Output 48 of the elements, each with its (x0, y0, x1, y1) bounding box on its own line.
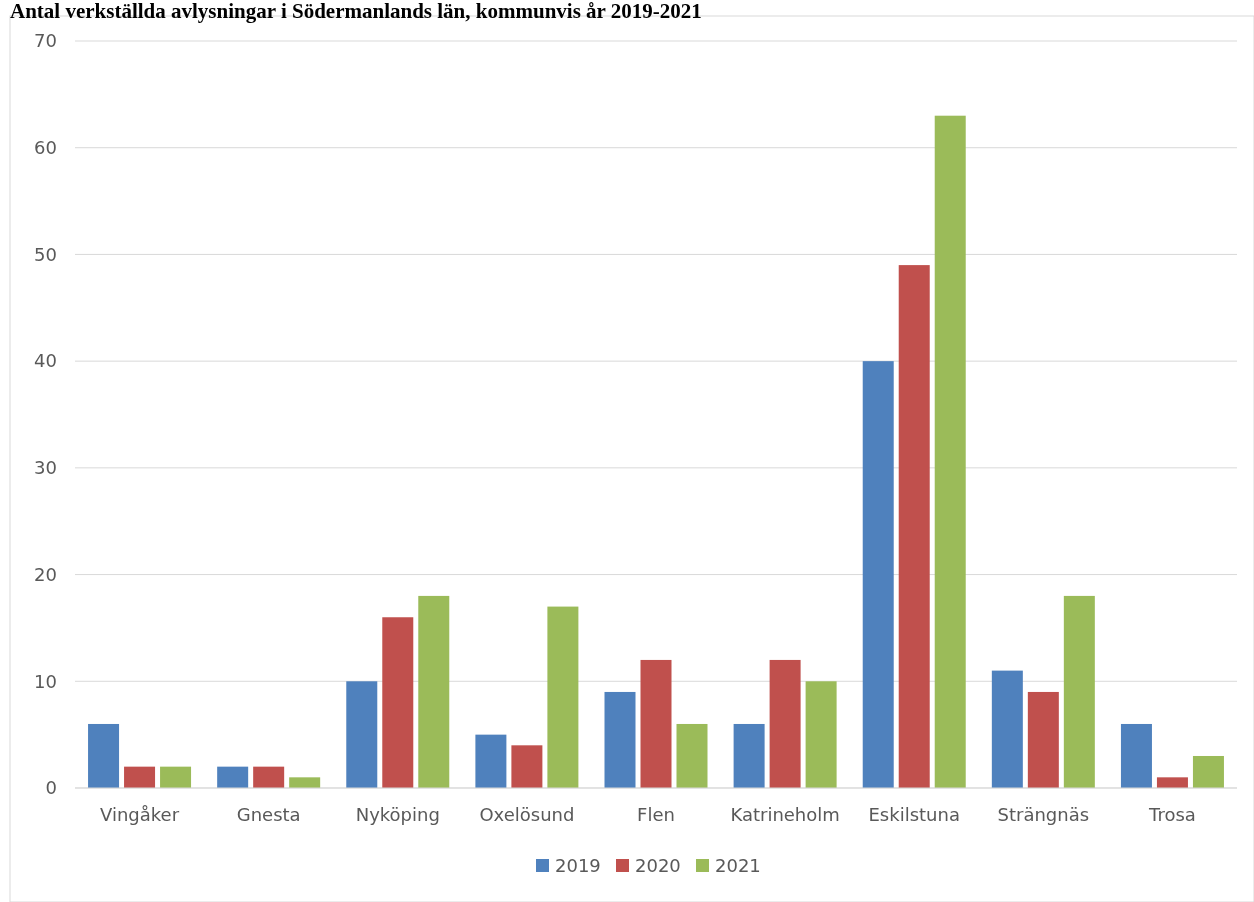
bar (547, 606, 579, 788)
bar (676, 723, 708, 788)
y-tick-label: 60 (34, 136, 57, 158)
y-tick-label: 20 (34, 563, 57, 585)
bar (991, 670, 1023, 788)
chart-title: Antal verkställda avlysningar i Södermanlands län, kommunvis år 2019-2021 (10, 0, 702, 23)
bar (217, 766, 249, 788)
x-tick-label: Gnesta (236, 803, 301, 825)
bar (862, 361, 894, 788)
bar (160, 766, 192, 788)
y-tick-label: 40 (34, 350, 57, 372)
y-tick-label: 10 (34, 670, 57, 692)
bar (1156, 777, 1188, 788)
bar (475, 734, 507, 788)
bar (1192, 755, 1224, 788)
x-tick-label: Eskilstuna (868, 803, 960, 825)
x-tick-label: Trosa (1148, 803, 1196, 825)
y-tick-label: 70 (34, 30, 57, 52)
y-tick-label: 50 (34, 243, 57, 265)
bar (1027, 691, 1059, 788)
bar (733, 723, 765, 788)
bar (898, 265, 930, 788)
y-tick-label: 30 (34, 457, 57, 479)
bar (604, 691, 636, 788)
bar (289, 777, 321, 788)
legend-label: 2021 (715, 855, 761, 876)
y-tick-label: 0 (45, 777, 57, 799)
bar (934, 115, 966, 788)
bar (346, 681, 378, 788)
x-tick-label: Strängnäs (997, 803, 1090, 825)
x-tick-label: Oxelösund (479, 803, 575, 825)
bar (1120, 723, 1152, 788)
bar (640, 659, 672, 788)
bar (124, 766, 156, 788)
bar (253, 766, 285, 788)
x-tick-label: Nyköping (355, 803, 440, 825)
bar (805, 681, 837, 788)
x-tick-label: Flen (637, 803, 675, 825)
bar (382, 617, 414, 788)
bar (511, 745, 543, 788)
x-tick-label: Katrineholm (730, 803, 840, 825)
bar (769, 659, 801, 788)
bar (418, 595, 450, 788)
x-tick-label: Vingåker (100, 803, 180, 825)
legend-label: 2019 (555, 855, 601, 876)
bar (1063, 595, 1095, 788)
bar (88, 723, 120, 788)
legend-label: 2020 (635, 855, 681, 876)
